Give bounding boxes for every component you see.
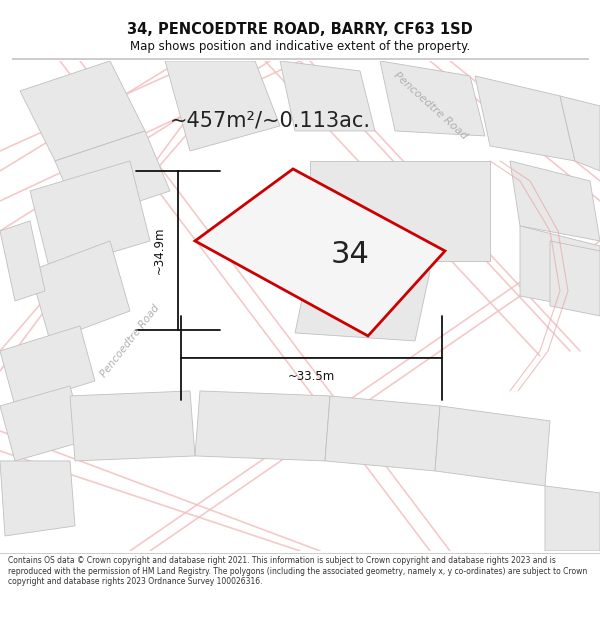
Text: Pencoedtre Road: Pencoedtre Road <box>391 71 469 141</box>
Text: Contains OS data © Crown copyright and database right 2021. This information is : Contains OS data © Crown copyright and d… <box>8 556 587 586</box>
Polygon shape <box>0 221 45 301</box>
Polygon shape <box>0 461 75 536</box>
Polygon shape <box>0 386 85 461</box>
Polygon shape <box>435 406 550 486</box>
Polygon shape <box>195 169 445 336</box>
Polygon shape <box>295 261 430 341</box>
Polygon shape <box>550 241 600 316</box>
Polygon shape <box>0 326 95 406</box>
Polygon shape <box>510 161 600 241</box>
Polygon shape <box>30 161 150 271</box>
Text: 34: 34 <box>331 239 370 269</box>
Polygon shape <box>545 486 600 551</box>
Polygon shape <box>475 76 575 161</box>
Text: ~34.9m: ~34.9m <box>153 227 166 274</box>
Polygon shape <box>310 161 490 261</box>
Polygon shape <box>380 61 485 136</box>
Polygon shape <box>280 61 375 131</box>
Text: ~457m²/~0.113ac.: ~457m²/~0.113ac. <box>170 111 371 131</box>
Text: Map shows position and indicative extent of the property.: Map shows position and indicative extent… <box>130 40 470 52</box>
Polygon shape <box>520 226 600 311</box>
Polygon shape <box>55 131 170 221</box>
Polygon shape <box>195 391 330 461</box>
Polygon shape <box>325 396 440 471</box>
Polygon shape <box>30 241 130 341</box>
Polygon shape <box>70 391 195 461</box>
Polygon shape <box>20 61 145 161</box>
Polygon shape <box>560 96 600 171</box>
Text: 34, PENCOEDTRE ROAD, BARRY, CF63 1SD: 34, PENCOEDTRE ROAD, BARRY, CF63 1SD <box>127 22 473 38</box>
Text: Pencoedtre Road: Pencoedtre Road <box>98 302 161 379</box>
Polygon shape <box>165 61 280 151</box>
Text: ~33.5m: ~33.5m <box>288 370 335 383</box>
